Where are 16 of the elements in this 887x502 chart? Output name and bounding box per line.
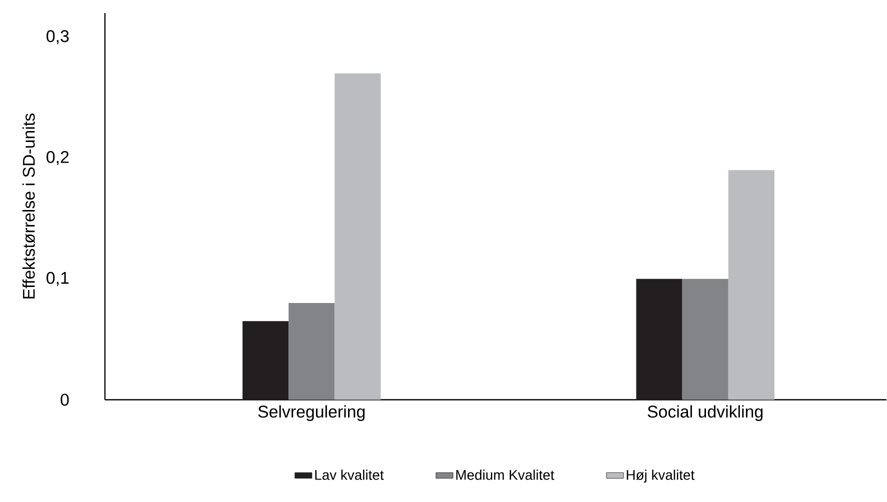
x-tick-label: Social udvikling [648,405,763,422]
legend-label: Høj kvalitet [626,470,694,483]
bar [682,279,728,400]
x-tick-label: Selvregulering [258,405,365,422]
y-tick-label: 0 [60,394,69,406]
y-tick-label: 0,2 [46,151,69,166]
legend-label: Lav kvalitet [315,470,384,480]
bar [334,74,381,400]
y-tick-label: 0,3 [46,30,69,44]
legend-label: Medium Kvalitet [456,470,554,480]
bar [636,279,682,400]
bar [288,303,335,400]
bar [728,170,774,400]
y-axis-title: Effektstørrelse i SD-units [22,114,35,299]
bar [242,321,289,400]
y-tick-label: 0,1 [46,272,69,286]
